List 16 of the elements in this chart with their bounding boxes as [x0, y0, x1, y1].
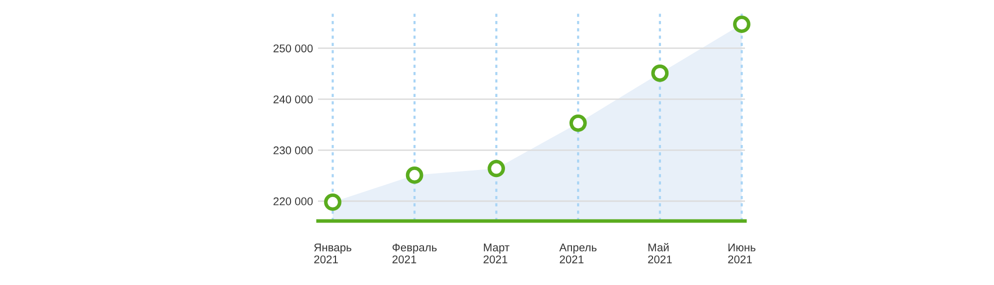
y-tick-label: 230 000 — [274, 146, 313, 154]
point — [406, 166, 424, 184]
y-tick-label: 250 000 — [274, 44, 313, 52]
x-tick-label: Май 2021 — [648, 243, 672, 264]
point — [569, 114, 587, 132]
point — [651, 64, 669, 82]
x-tick-label: Февраль 2021 — [392, 244, 437, 264]
y-tick-label: 220 000 — [274, 197, 313, 206]
x-tick-label: Июнь 2021 — [728, 244, 756, 264]
x-tick-label: Январь 2021 — [314, 244, 352, 264]
point — [733, 16, 750, 33]
y-tick-label: 240 000 — [274, 95, 313, 104]
point — [488, 160, 506, 178]
point — [324, 193, 342, 211]
x-tick-label: Март 2021 — [484, 244, 510, 264]
x-tick-label: Апрель 2021 — [559, 244, 597, 264]
